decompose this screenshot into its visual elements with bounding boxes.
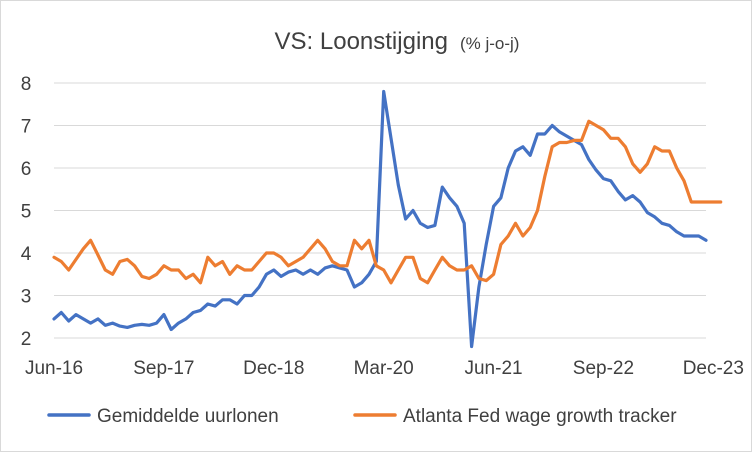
series-line-2 (52, 119, 723, 285)
y-tick-label: 5 (21, 202, 32, 223)
y-axis-ticks: 2 3 4 5 6 7 8 (21, 74, 32, 350)
legend-label-2: Atlanta Fed wage growth tracker (403, 406, 677, 427)
series-line-1 (52, 89, 708, 349)
series-lines (52, 89, 723, 349)
x-tick-label: Jun-21 (464, 358, 522, 379)
chart-title: VS: Loonstijging (275, 28, 448, 55)
x-tick-label: Dec-23 (683, 358, 744, 379)
x-tick-label: Sep-22 (573, 358, 634, 379)
x-tick-label: Jun-16 (25, 358, 83, 379)
legend: Gemiddelde uurlonen Atlanta Fed wage grow… (47, 406, 677, 427)
chart-title-group: VS: Loonstijging (% j-o-j) (275, 28, 520, 55)
x-tick-label: Dec-18 (243, 358, 304, 379)
y-tick-label: 4 (21, 244, 32, 265)
y-tick-label: 3 (21, 287, 32, 308)
x-tick-label: Mar-20 (354, 358, 414, 379)
chart-subtitle: (% j-o-j) (460, 34, 520, 53)
y-tick-label: 2 (21, 329, 32, 350)
y-tick-label: 6 (21, 159, 32, 180)
x-axis-ticks: Jun-16 Sep-17 Dec-18 Mar-20 Jun-21 Sep-22 Dec-… (25, 358, 744, 379)
x-tick-label: Sep-17 (133, 358, 194, 379)
legend-label-1: Gemiddelde uurlonen (97, 406, 279, 427)
y-tick-label: 7 (21, 117, 32, 138)
y-tick-label: 8 (21, 74, 32, 95)
